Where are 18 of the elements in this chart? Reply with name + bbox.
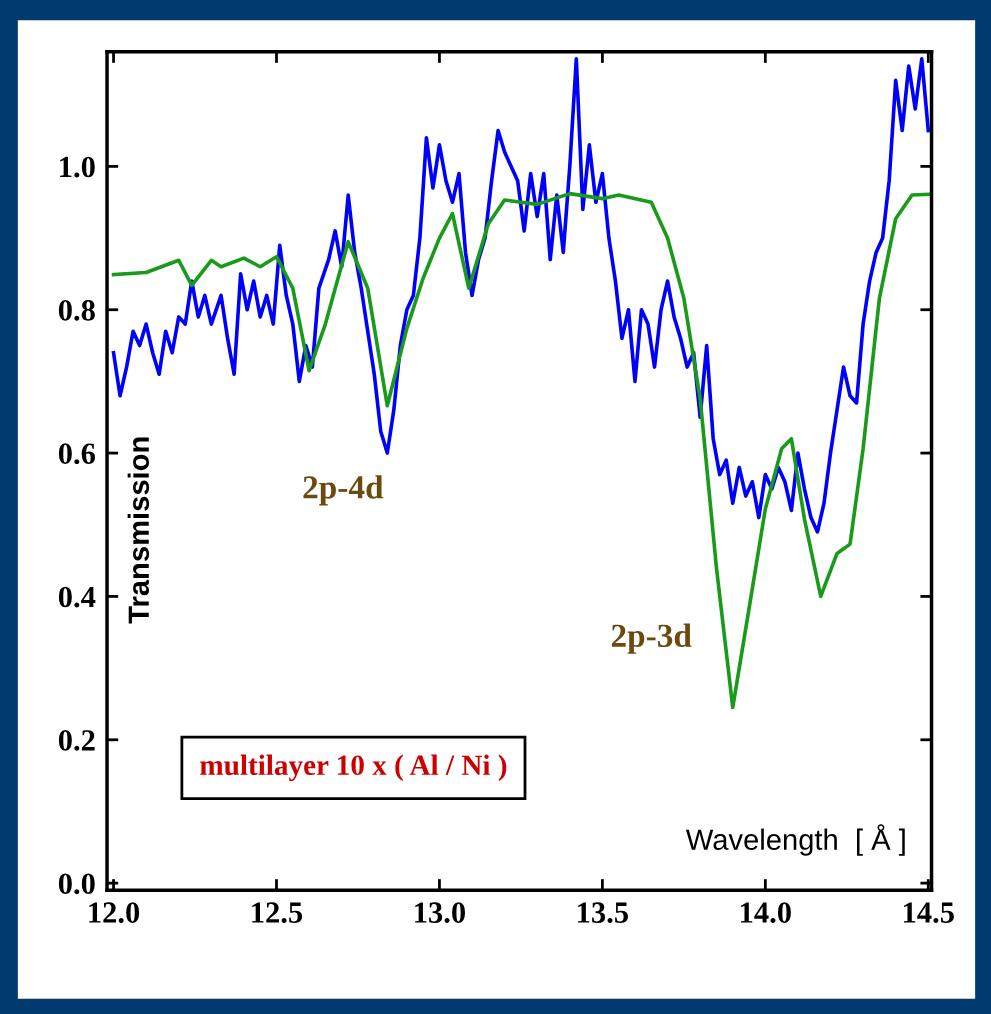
y-tick-label: 0.2: [58, 730, 95, 751]
x-tick-label: 14.5: [903, 902, 954, 924]
annotation: multilayer 10 x ( Al / Ni ): [200, 754, 507, 782]
x-tick-label: 13.5: [578, 902, 629, 924]
annotation: 2p-3d: [611, 623, 692, 654]
x-tick-label: 12.0: [89, 902, 140, 924]
x-axis-title: Wavelength [ Å ]: [685, 824, 905, 856]
annotation: 2p-4d: [303, 475, 384, 506]
y-axis-title: Transmission: [127, 437, 150, 624]
x-tick-label: 14.0: [741, 902, 791, 924]
y-tick-label: 0.6: [58, 443, 96, 465]
y-tick-label: 0.4: [58, 586, 96, 608]
line-series: [111, 191, 931, 710]
y-tick-label: 0.0: [58, 873, 95, 895]
x-tick-label: 13.0: [415, 902, 466, 924]
y-tick-label: 1.0: [60, 156, 95, 178]
y-tick-label: 0.8: [58, 300, 95, 321]
x-tick-label: 12.5: [252, 902, 303, 924]
